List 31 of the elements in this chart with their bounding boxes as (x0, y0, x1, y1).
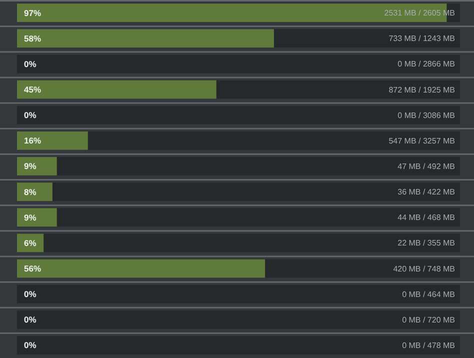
y-tick-label: 0 MB / 478 MB (402, 341, 455, 350)
y-tick-label: 420 MB / 748 MB (393, 264, 455, 274)
data-label: 97% (24, 8, 42, 18)
y-tick-label: 0 MB / 2866 MB (398, 60, 455, 69)
y-tick-label: 47 MB / 492 MB (398, 162, 455, 172)
data-label: 6% (24, 238, 37, 248)
y-tick-label: 44 MB / 468 MB (398, 213, 455, 222)
data-label: 0% (24, 340, 37, 350)
y-tick-label: 547 MB / 3257 MB (388, 136, 455, 146)
bar (17, 157, 57, 176)
data-label: 0% (24, 58, 37, 69)
data-label: 0% (24, 110, 37, 120)
y-tick-label: 22 MB / 355 MB (398, 238, 455, 248)
data-label: 9% (24, 161, 37, 172)
bar (17, 208, 57, 227)
data-label: 56% (24, 263, 42, 274)
bar (17, 131, 88, 150)
data-label: 9% (24, 212, 37, 222)
data-label: 58% (24, 33, 42, 44)
data-label: 0% (24, 314, 37, 325)
y-tick-label: 0 MB / 3086 MB (398, 110, 455, 120)
data-label: 45% (24, 84, 42, 94)
y-tick-label: 0 MB / 464 MB (402, 290, 455, 299)
y-tick-label: 36 MB / 422 MB (398, 188, 455, 197)
data-label: 8% (24, 186, 37, 197)
data-label: 16% (24, 136, 42, 146)
y-tick-label: 733 MB / 1243 MB (388, 34, 455, 44)
y-tick-label: 0 MB / 720 MB (402, 315, 455, 324)
bar (17, 182, 52, 201)
data-label: 0% (24, 289, 37, 300)
y-tick-label: 872 MB / 1925 MB (388, 85, 455, 94)
